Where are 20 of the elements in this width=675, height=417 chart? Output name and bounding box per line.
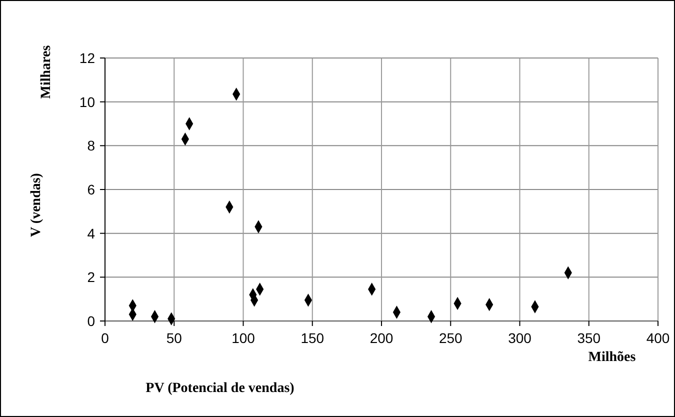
- x-tick-label: 50: [166, 330, 182, 346]
- y-tick-label: 8: [87, 138, 96, 154]
- x-axis-title: PV (Potencial de vendas): [146, 381, 295, 396]
- x-tick-label: 350: [577, 330, 601, 346]
- y-tick-label: 12: [79, 50, 96, 66]
- y-tick-label: 0: [87, 313, 96, 329]
- x-tick-label: 300: [508, 330, 532, 346]
- y-tick-label: 10: [79, 94, 96, 110]
- x-tick-label: 150: [300, 330, 324, 346]
- text: Milhões: [588, 350, 636, 365]
- x-tick-label: 100: [232, 330, 256, 346]
- x-tick-label: 250: [438, 330, 463, 346]
- x-tick-label: 0: [101, 330, 110, 346]
- y-tick-label: 2: [87, 269, 96, 286]
- x-tick-label: 400: [646, 330, 670, 346]
- y-tick-label: 4: [87, 225, 96, 242]
- y-axis-title: V (vendas): [29, 172, 44, 237]
- text: Milhares: [39, 44, 54, 99]
- y-tick-label: 6: [87, 182, 96, 198]
- x-tick-label: 200: [370, 330, 394, 346]
